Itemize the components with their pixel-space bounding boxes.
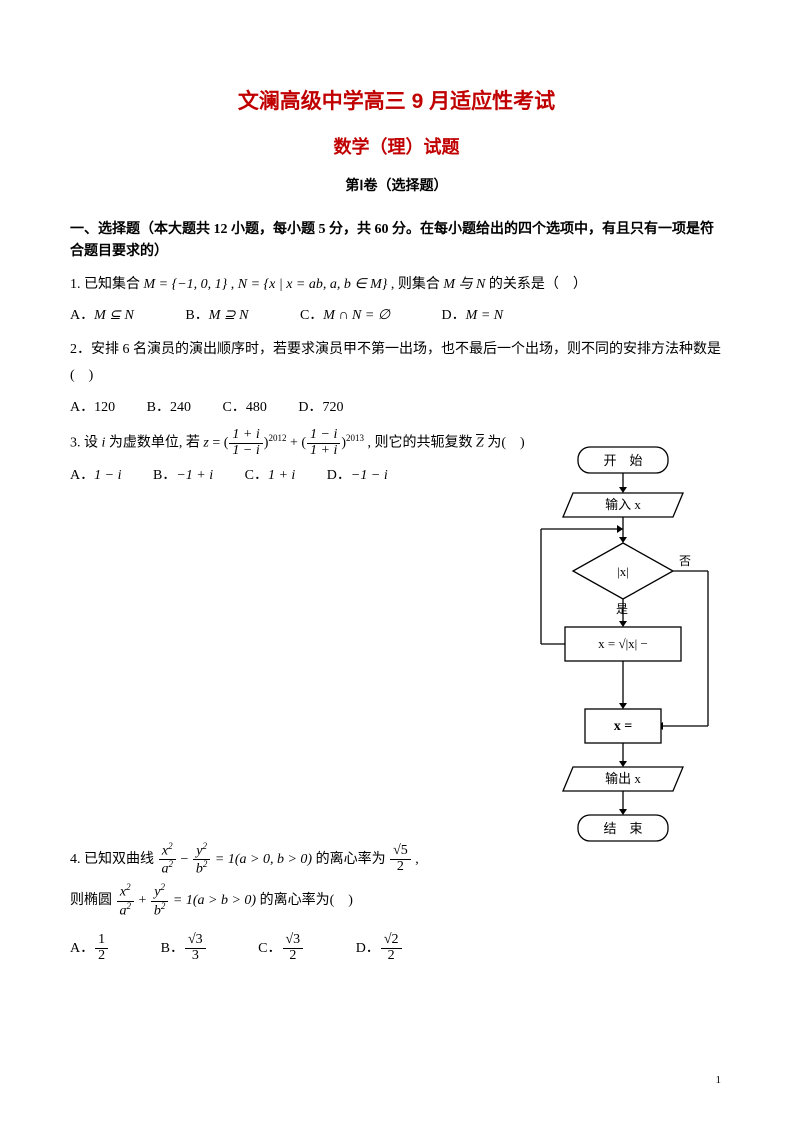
q3-opt-a: 1 − i [94, 468, 121, 483]
q4-opt-d-n: √2 [381, 933, 402, 949]
q4-opt-c-d: 2 [283, 949, 304, 964]
question-4: 4. 已知双曲线 x2a2 − y2b2 = 1(a > 0, b > 0) 的… [70, 842, 500, 878]
q4-cond1: = 1(a > 0, b > 0) [211, 852, 312, 867]
q2-opt-c: 480 [246, 400, 267, 415]
q1-lead: 1. 已知集合 [70, 277, 144, 292]
q1-mn: M 与 N [443, 277, 485, 292]
q3-f1n: 1 + i [229, 428, 262, 444]
flow-yes: 是 [616, 602, 628, 616]
q1-set-n: N = {x | x = ab, a, b ∈ M} [238, 277, 388, 292]
title-section: 第Ⅰ卷（选择题） [70, 175, 723, 195]
q2-opt-a: 120 [94, 400, 115, 415]
q4-opt-a-d: 2 [95, 949, 108, 964]
q4-opt-b-d: 3 [185, 949, 206, 964]
q3-plus: + [286, 435, 301, 450]
q3-opt-c: 1 + i [268, 468, 295, 483]
q4-mid1: 的离心率为 [312, 852, 389, 867]
q3-f2n: 1 − i [307, 428, 340, 444]
q3-tail: 为( ) [484, 435, 525, 450]
q4-opt-b-n: √3 [185, 933, 206, 949]
question-2: 2．安排 6 名演员的演出顺序时，若要求演员甲不第一出场，也不最后一个出场，则不… [70, 337, 723, 390]
flow-assign1: x = √|x| − [598, 636, 648, 651]
q3-e1: 2012 [268, 433, 286, 443]
q4-f5d: 2 [390, 860, 411, 875]
q4-tail1: , [412, 852, 419, 867]
q1-tail: 的关系是（ ） [489, 277, 587, 292]
q2-options: A．120 B．240 C．480 D．720 [70, 392, 723, 424]
q4-options: A．12 B．√33 C．√32 D．√22 [70, 933, 723, 965]
flow-no: 否 [679, 554, 691, 568]
q3-f2d: 1 + i [307, 444, 340, 459]
q4-opt-d-d: 2 [381, 949, 402, 964]
q2-opt-b: 240 [170, 400, 191, 415]
question-4b: 则椭圆 x2a2 + y2b2 = 1(a > b > 0) 的离心率为( ) [70, 883, 723, 919]
q3-eq: = [209, 435, 224, 450]
q3-mid2: , 则它的共轭复数 [364, 435, 476, 450]
q1-options: A．M ⊆ N B．M ⊇ N C．M ∩ N = ∅ D．M = N [70, 300, 723, 332]
q3-opt-d: −1 − i [351, 468, 388, 483]
q1-opt-c: M ∩ N = ∅ [323, 308, 390, 323]
q1-mid: , 则集合 [391, 277, 444, 292]
question-1: 1. 已知集合 M = {−1, 0, 1} , N = {x | x = ab… [70, 272, 723, 299]
q3-zbar: Z [476, 435, 484, 450]
q1-opt-a: M ⊆ N [94, 308, 134, 323]
q1-opt-b: M ⊇ N [209, 308, 249, 323]
q4-f5n: √5 [390, 844, 411, 860]
q4-opt-c-n: √3 [283, 933, 304, 949]
q3-mid1: 为虚数单位, 若 [105, 435, 203, 450]
q1-set-m: M = {−1, 0, 1} [144, 277, 228, 292]
q4-tail2: 的离心率为( ) [256, 893, 353, 908]
q1-opt-d: M = N [466, 308, 503, 323]
q4-opt-a-n: 1 [95, 933, 108, 949]
flow-input: 输入 x [605, 497, 641, 512]
flow-assign2: x = [614, 719, 633, 734]
q3-lead: 3. 设 [70, 435, 102, 450]
flow-cond: |x| [617, 564, 629, 579]
q2-opt-d: 720 [322, 400, 343, 415]
q3-opt-b: −1 + i [176, 468, 213, 483]
q4-cond2: = 1(a > b > 0) [169, 893, 256, 908]
flowchart: 开 始 输入 x |x| 是 否 x = √|x| − [523, 445, 723, 870]
title-sub: 数学（理）试题 [70, 133, 723, 159]
flow-start: 开 始 [603, 453, 642, 468]
q3-f1d: 1 − i [229, 444, 262, 459]
flow-end: 结 束 [603, 821, 642, 836]
title-main: 文澜高级中学高三 9 月适应性考试 [70, 85, 723, 115]
section-instructions: 一、选择题（本大题共 12 小题，每小题 5 分，共 60 分。在每小题给出的四… [70, 219, 723, 264]
flow-output: 输出 x [605, 771, 641, 786]
page-number: 1 [716, 1074, 722, 1086]
q4-lead: 4. 已知双曲线 [70, 852, 158, 867]
q3-e2: 2013 [346, 433, 364, 443]
q4-mid2: 则椭圆 [70, 893, 116, 908]
